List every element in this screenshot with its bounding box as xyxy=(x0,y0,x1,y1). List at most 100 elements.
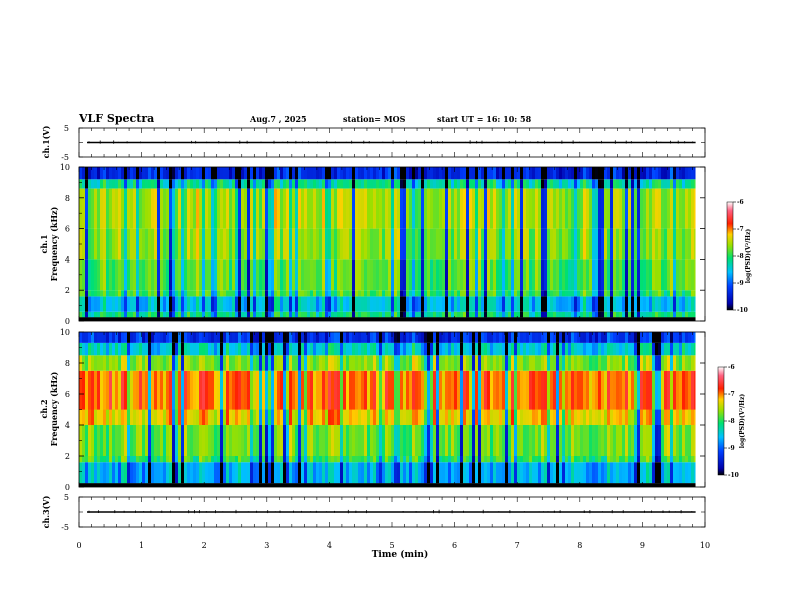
ch2-spectrogram-cell xyxy=(592,332,595,343)
ch2-spectrogram-cell xyxy=(100,462,103,484)
ch2-spectrogram-cell xyxy=(679,456,682,463)
ch2-spectrogram-cell xyxy=(85,332,88,343)
ch1-spectrogram-cell xyxy=(340,259,343,291)
ch2-spectrogram-cell xyxy=(373,332,376,343)
ch1-spectrogram-cell xyxy=(442,167,445,180)
ch1-spectrogram-cell xyxy=(277,259,280,291)
ch2-spectrogram-cell xyxy=(682,483,685,487)
ch1-spectrogram-cell xyxy=(592,228,595,260)
ch2-spectrogram-cell xyxy=(574,462,577,484)
ch1-spectrogram-cell xyxy=(268,290,271,297)
ch1-spectrogram-cell xyxy=(553,167,556,180)
ch2-spectrogram-cell xyxy=(106,370,109,410)
ch1-spectrogram-cell xyxy=(424,296,427,312)
ch2-spectrogram-cell xyxy=(337,425,340,456)
ch2-spectrogram-cell xyxy=(178,462,181,484)
ch1-spectrogram-cell xyxy=(268,228,271,260)
ch1-spectrogram-cell xyxy=(496,317,499,321)
ch1-spectrogram-cell xyxy=(145,259,148,291)
ch2-spectrogram-cell xyxy=(118,456,121,463)
ch2-spectrogram-cell xyxy=(514,342,517,356)
ch2-spectrogram-cell xyxy=(556,456,559,463)
ch1-spectrogram-cell xyxy=(469,290,472,297)
ch1-spectrogram-cell xyxy=(688,290,691,297)
ch2-spectrogram-cell xyxy=(247,456,250,463)
ch2-spectrogram-cell xyxy=(250,462,253,484)
ch1-spectrogram-cell xyxy=(211,290,214,297)
ch1-spectrogram-cell xyxy=(649,290,652,297)
ch1-spectrogram-cell xyxy=(139,228,142,260)
ch1-spectrogram-cell xyxy=(631,317,634,321)
ch1-spectrogram-cell xyxy=(232,167,235,180)
ch1-spectrogram-cell xyxy=(607,317,610,321)
ch2-spectrogram-cell xyxy=(475,332,478,343)
ch1-spectrogram-cell xyxy=(259,317,262,321)
ch1-spectrogram-cell xyxy=(520,290,523,297)
ch2-spectrogram-cell xyxy=(589,456,592,463)
ch2-spectrogram-cell xyxy=(475,370,478,410)
ch2-spectrogram-cell xyxy=(607,425,610,456)
ch1-colorbar: -6-7-8-9-10 log(PSD)(V²/Hz) xyxy=(726,199,752,314)
ch1-spectrogram-cell xyxy=(661,179,664,189)
ch1-spectrogram-cell xyxy=(103,290,106,297)
ch2-spectrogram-cell xyxy=(91,342,94,356)
ch1-spectrogram-cell xyxy=(304,179,307,189)
ch2-spectrogram-cell xyxy=(541,332,544,343)
ch1-spectrogram-cell xyxy=(373,188,376,229)
ch1-spectrogram-cell xyxy=(163,290,166,297)
ch2-spectrogram-cell xyxy=(406,462,409,484)
ch1-spectrogram-cell xyxy=(169,311,172,318)
ch2-spectrogram-cell xyxy=(418,462,421,484)
ch2-spectrogram-cell xyxy=(361,483,364,487)
ch1-spectrogram-cell xyxy=(535,317,538,321)
ch2-spectrogram-cell xyxy=(277,409,280,425)
ch2-spectrogram-cell xyxy=(574,332,577,343)
ch1-spectrogram-cell xyxy=(643,317,646,321)
ch2-spectrogram-cell xyxy=(463,483,466,487)
ch1-spectrogram-cell xyxy=(658,228,661,260)
ch2-spectrogram-cell xyxy=(526,483,529,487)
ch2-spectrogram-cell xyxy=(238,342,241,356)
ch1-spectrogram-cell xyxy=(538,188,541,229)
ch2-spectrogram-cell xyxy=(625,342,628,356)
ch1-spectrogram-cell xyxy=(310,290,313,297)
ch1-spectrogram-cell xyxy=(640,296,643,312)
ch1-spectrogram-cell xyxy=(106,290,109,297)
ch2-spectrogram-cell xyxy=(154,483,157,487)
ch2-spectrogram-cell xyxy=(145,342,148,356)
ch2-spectrogram-cell xyxy=(493,370,496,410)
ch2-colorbar-scale xyxy=(717,366,725,476)
ch1-spectrogram-cell xyxy=(448,179,451,189)
ch1-spectrogram-cell xyxy=(646,290,649,297)
ch1-spectrogram-cell xyxy=(400,311,403,318)
ch2-spectrogram-cell xyxy=(217,342,220,356)
time-tick-label: 3 xyxy=(264,541,269,550)
ch2-spectrogram-cell xyxy=(601,332,604,343)
ch1-spectrogram-cell xyxy=(409,188,412,229)
ch2-spectrogram-cell xyxy=(352,342,355,356)
ch1-spectrogram-cell xyxy=(247,311,250,318)
ch1-spectrogram-cell xyxy=(565,228,568,260)
ch1-spectrogram-cell xyxy=(349,296,352,312)
ch2-spectrogram-cell xyxy=(523,370,526,410)
ch2-spectrogram-cell xyxy=(394,425,397,456)
ch1-spectrogram-cell xyxy=(499,290,502,297)
ch2-spectrogram-cell xyxy=(682,355,685,371)
ch1-spectrogram-cell xyxy=(622,228,625,260)
ch1-spectrogram-cell xyxy=(82,179,85,189)
ch2-spectrogram-cell xyxy=(145,456,148,463)
ch2-spectrogram-cell xyxy=(346,483,349,487)
ch2-spectrogram-cell xyxy=(550,332,553,343)
ch2-spectrogram-cell xyxy=(322,462,325,484)
ch2-spectrogram-cell xyxy=(316,409,319,425)
ch2-spectrogram-cell xyxy=(589,342,592,356)
ch2-spectrogram-cell xyxy=(91,456,94,463)
ch2-spectrogram-cell xyxy=(571,483,574,487)
ch2-spectrogram-cell xyxy=(160,425,163,456)
ch1-spectrogram-cell xyxy=(676,188,679,229)
ch1-spectrogram-cell xyxy=(679,188,682,229)
ch2-spectrogram-cell xyxy=(580,462,583,484)
ch2-spectrogram-cell xyxy=(493,409,496,425)
ch2-spectrogram-cell xyxy=(187,409,190,425)
ch2-spectrogram-cell xyxy=(280,370,283,410)
